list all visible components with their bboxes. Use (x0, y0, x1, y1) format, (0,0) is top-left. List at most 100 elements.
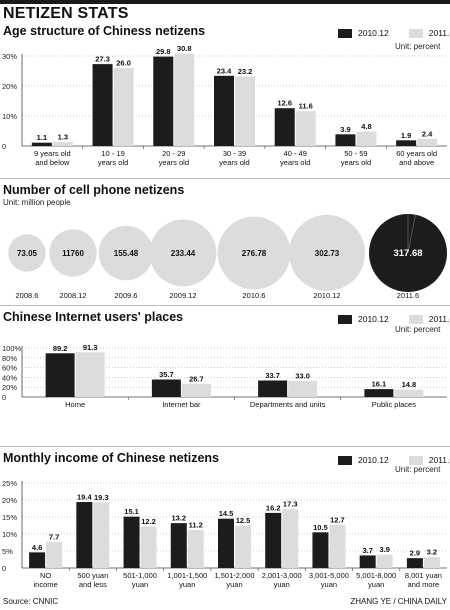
bar-2010-12 (364, 389, 394, 397)
bubble-value-label: 233.44 (171, 249, 196, 258)
data-label: 35.7 (159, 370, 174, 379)
bubble-period-label: 2009.12 (169, 291, 196, 300)
data-label: 19.4 (77, 493, 92, 502)
bar-2010-12 (76, 502, 93, 568)
bar-2010-12 (214, 75, 234, 146)
bubble-period-label: 2008.6 (16, 291, 39, 300)
y-tick-label: 20% (2, 496, 17, 505)
bar-2011-6 (356, 131, 377, 146)
legend-swatch-2011-6 (408, 28, 423, 38)
section-divider (0, 305, 450, 306)
x-tick-label: yuan (226, 580, 242, 589)
x-tick-label: 5,001-8,000 (356, 571, 396, 580)
header: NETIZEN STATS (0, 0, 450, 26)
bar-2011-6 (187, 529, 204, 568)
bubble-period-label: 2008.12 (59, 291, 86, 300)
credit-note: ZHANG YE / CHINA DAILY (350, 597, 447, 606)
bar-2010-12 (274, 108, 295, 146)
bar-2010-12 (258, 380, 288, 397)
x-tick-label: years old (219, 158, 249, 167)
data-label: 30.8 (177, 44, 192, 53)
x-tick-label: yuan (368, 580, 384, 589)
x-tick-label: Departments and units (250, 400, 326, 409)
bar-2010-12 (170, 523, 187, 568)
bar-2010-12 (335, 134, 356, 146)
bar-2010-12 (312, 532, 329, 568)
x-tick-label: NO (40, 571, 51, 580)
data-label: 26.0 (116, 59, 131, 68)
data-label: 23.4 (217, 66, 232, 75)
income-legend: 2010.12 2011.6 (338, 455, 450, 465)
bar-2011-6 (423, 557, 440, 568)
bar-2010-12 (92, 64, 113, 146)
bar-2011-6 (181, 383, 211, 397)
data-label: 16.2 (266, 503, 281, 512)
data-label: 89.2 (53, 344, 68, 353)
data-label: 3.7 (362, 546, 372, 555)
age-unit: Unit: percent (395, 42, 441, 51)
legend-swatch-2011-6 (408, 314, 423, 324)
data-label: 4.8 (361, 122, 371, 131)
data-label: 1.9 (401, 131, 411, 140)
x-tick-label: and below (35, 158, 70, 167)
data-label: 14.5 (219, 509, 234, 518)
bubble-period-label: 2009.6 (115, 291, 138, 300)
places-legend: 2010.12 2011.6 (338, 314, 450, 324)
bubble-2008.6 (8, 234, 46, 272)
income-chart-title: Monthly income of Chinese netizens (3, 451, 219, 465)
data-label: 1.1 (37, 133, 47, 142)
y-tick-label: 100% (2, 344, 22, 353)
y-tick-label: 25% (2, 479, 17, 488)
y-tick-label: 0 (2, 564, 6, 573)
y-tick-label: 30% (2, 52, 17, 61)
bar-2010-12 (396, 140, 417, 146)
data-label: 3.9 (379, 545, 389, 554)
legend-swatch-2010-12 (338, 455, 352, 465)
legend-label-2011-6: 2011.6 (428, 28, 450, 38)
bar-2011-6 (93, 502, 110, 568)
x-tick-label: and above (399, 158, 434, 167)
data-label: 16.1 (372, 380, 387, 389)
bar-2010-12 (359, 555, 376, 568)
bubble-2008.12 (49, 229, 97, 277)
legend-swatch-2010-12 (338, 28, 352, 38)
bar-2010-12 (406, 558, 423, 568)
x-tick-label: and more (408, 580, 440, 589)
bubble-value-label: 73.05 (17, 249, 38, 258)
x-tick-label: 2,001-3,000 (262, 571, 302, 580)
section-divider (0, 446, 450, 447)
places-unit: Unit: percent (395, 325, 441, 334)
x-tick-label: yuan (179, 580, 195, 589)
age-chart-title: Age structure of Chiness netizens (3, 24, 206, 38)
bar-2011-6 (329, 524, 346, 568)
bubble-value-label: 155.48 (114, 249, 139, 258)
bubble-period-label: 2010.6 (243, 291, 266, 300)
header-rule (0, 0, 450, 4)
x-tick-label: years old (341, 158, 371, 167)
data-label: 15.1 (124, 507, 139, 516)
x-tick-label: income (34, 580, 58, 589)
data-label: 7.7 (49, 532, 59, 541)
phone-chart-title: Number of cell phone netizens (3, 183, 185, 197)
bubble-growth-line (407, 214, 416, 254)
phone-chart: 73.05 2008.6 11760 2008.12 155.48 2009.6 233.4… (8, 214, 447, 300)
legend-swatch-2011-6 (408, 455, 423, 465)
bar-2011-6 (295, 111, 316, 146)
age-legend: 2010.12 2011.6 (338, 28, 450, 38)
source-note: Source: CNNIC (3, 597, 59, 606)
bubble-2010.12 (288, 214, 366, 292)
bubble-2009.6 (98, 225, 154, 281)
bar-2011-6 (394, 389, 424, 397)
legend-label-2011-6: 2011.6 (428, 314, 450, 324)
x-tick-label: yuan (132, 580, 148, 589)
data-label: 2.9 (410, 549, 420, 558)
places-chart: 020%40%60%80%100% 89.2 91.3 Home 35.7 26.7 Int… (2, 343, 447, 409)
phone-unit: Unit: million people (3, 198, 71, 207)
x-tick-label: 501-1,000 (123, 571, 157, 580)
data-label: 33.7 (265, 371, 280, 380)
data-label: 23.2 (238, 67, 253, 76)
data-label: 12.5 (236, 516, 251, 525)
data-label: 26.7 (189, 374, 204, 383)
x-tick-label: 3,001-5,000 (309, 571, 349, 580)
